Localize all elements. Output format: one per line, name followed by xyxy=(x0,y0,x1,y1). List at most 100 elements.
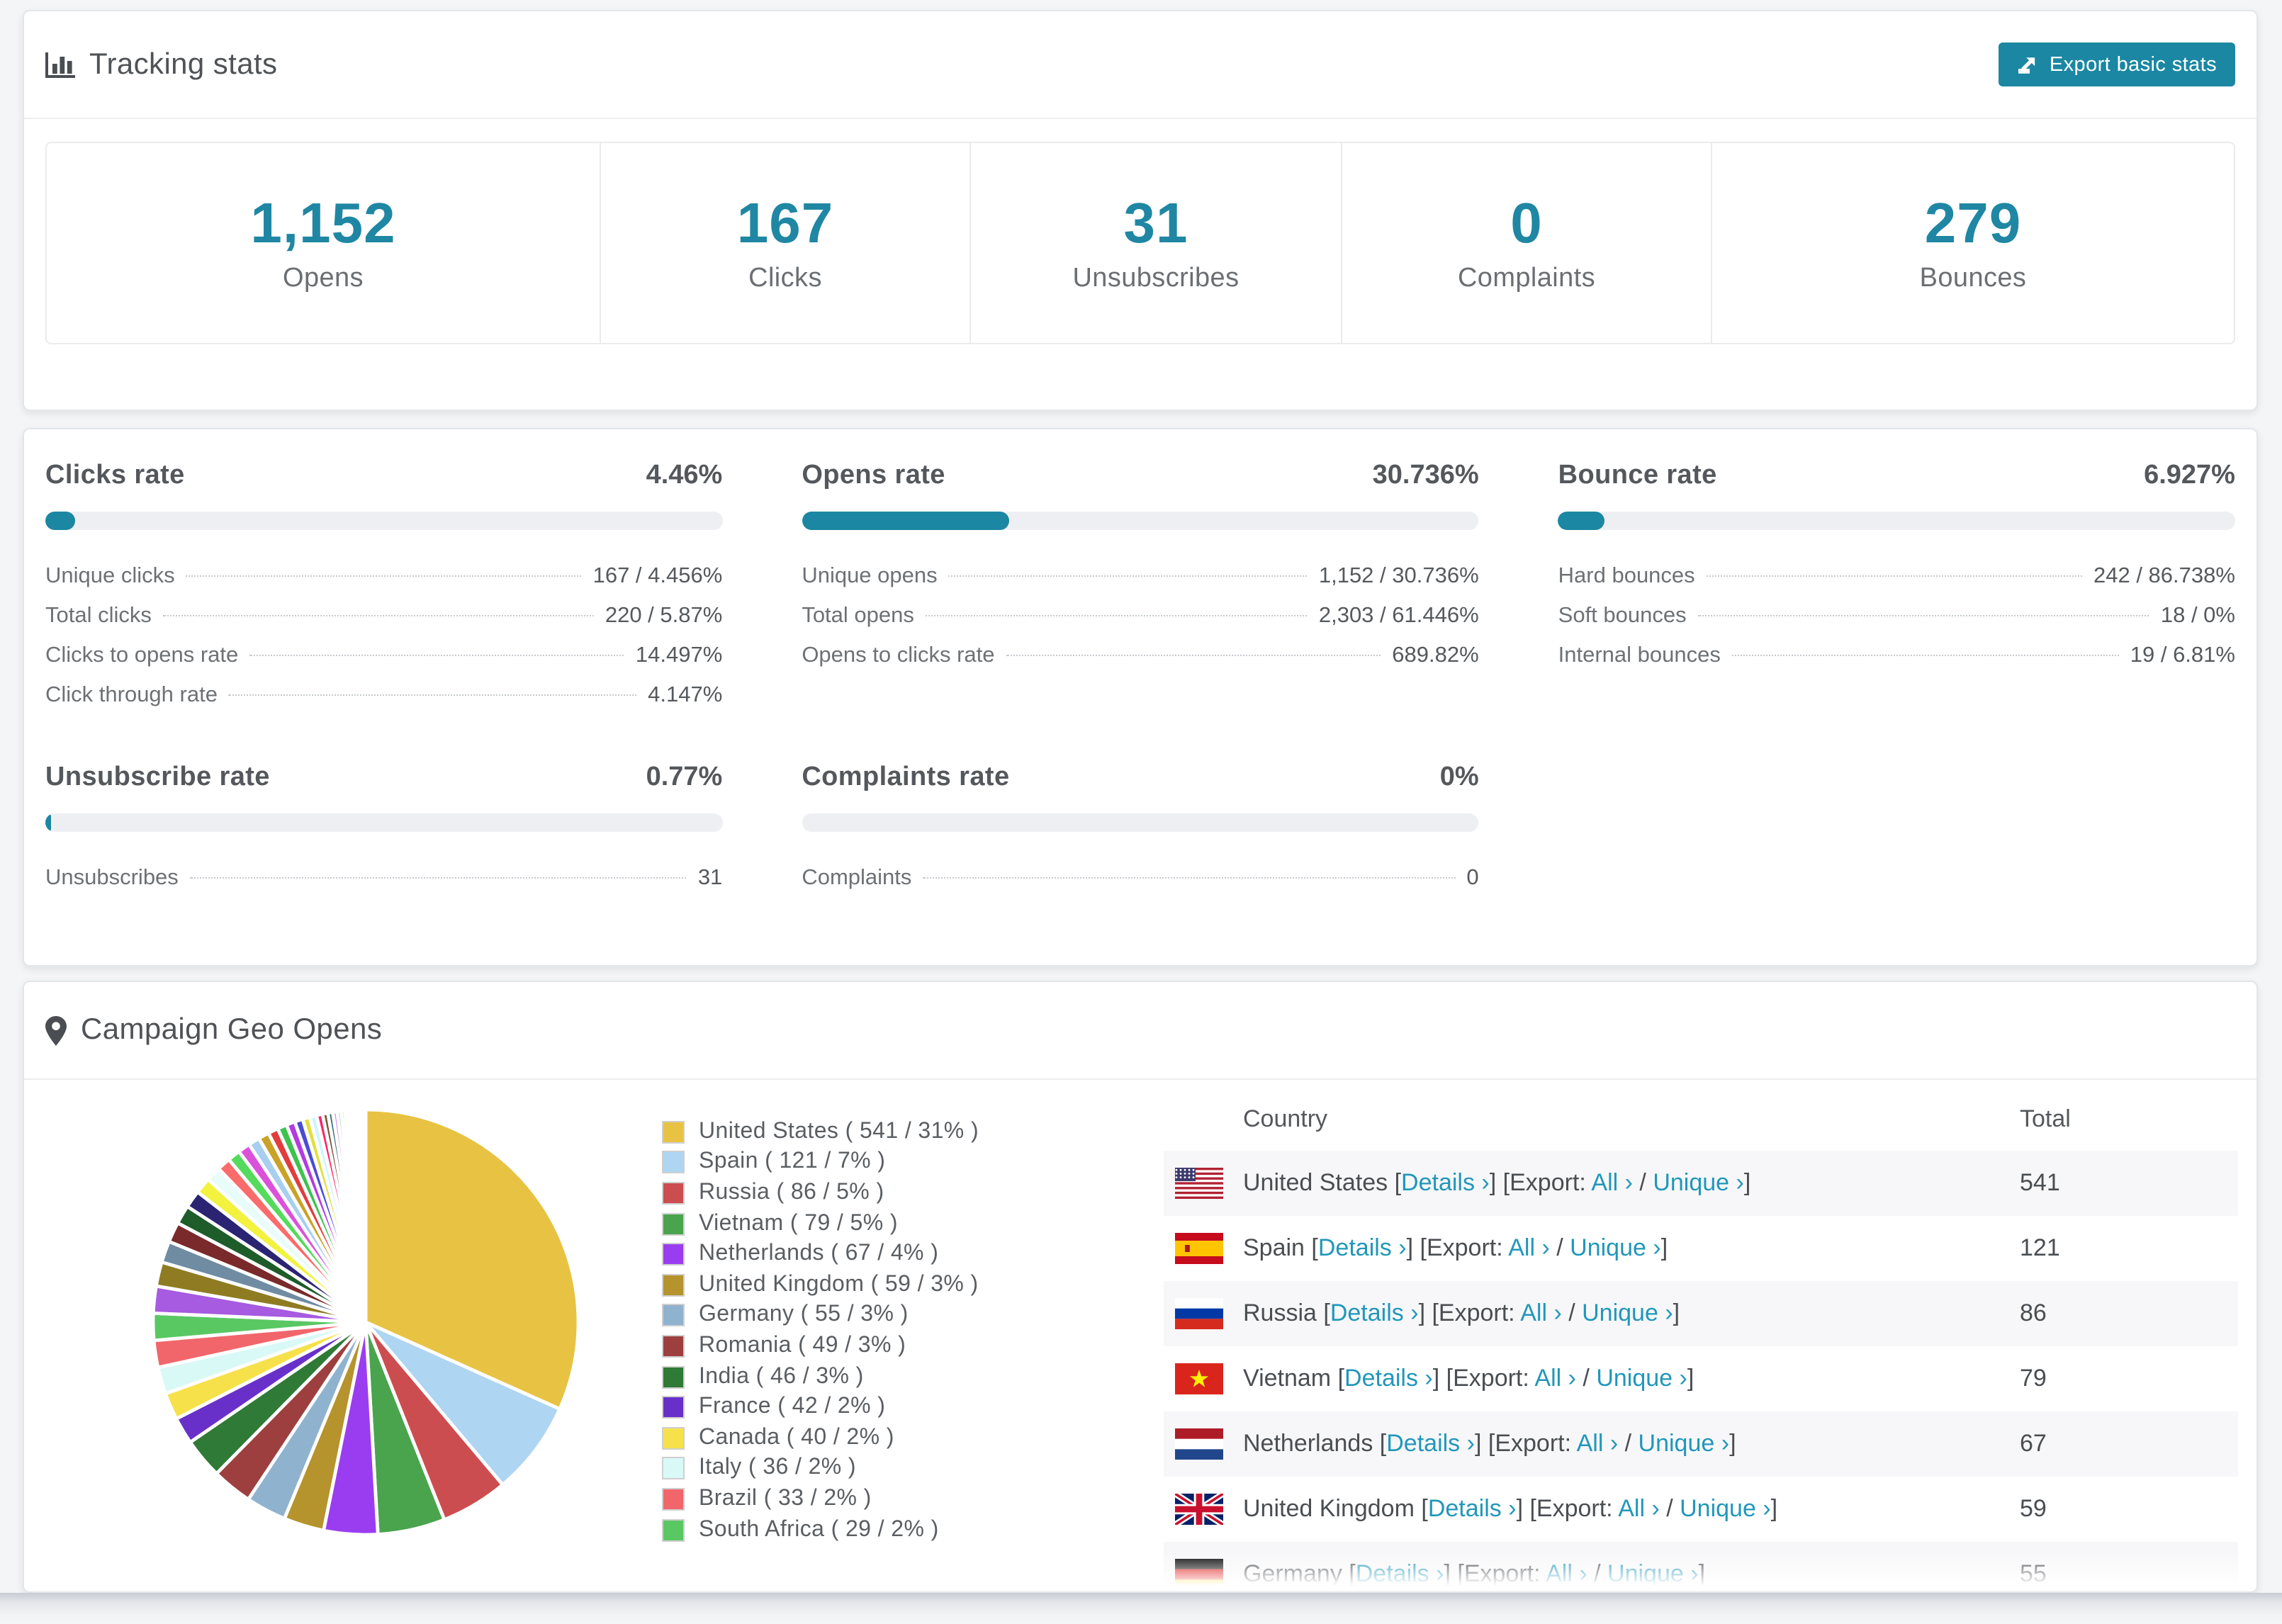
legend-item[interactable]: Canada ( 40 / 2% ) xyxy=(662,1423,979,1453)
export-unique-link[interactable]: Unique › xyxy=(1680,1495,1771,1522)
legend-label: South Africa ( 29 / 2% ) xyxy=(699,1517,939,1542)
legend-item[interactable]: Spain ( 121 / 7% ) xyxy=(662,1147,979,1178)
export-all-link[interactable]: All › xyxy=(1546,1560,1587,1587)
legend-item[interactable]: India ( 46 / 3% ) xyxy=(662,1362,979,1392)
bracket: [ xyxy=(1337,1365,1345,1392)
tracking-stats-panel: Tracking stats Export basic stats 1,152 O… xyxy=(23,10,2258,411)
geo-pie-chart[interactable] xyxy=(145,1101,587,1543)
legend-item[interactable]: United States ( 541 / 31% ) xyxy=(662,1117,979,1147)
export-all-link[interactable]: All › xyxy=(1520,1299,1562,1326)
progress-fill xyxy=(45,512,76,530)
export-all-link[interactable]: All › xyxy=(1576,1430,1619,1457)
export-unique-link[interactable]: Unique › xyxy=(1570,1234,1661,1261)
progress-fill xyxy=(802,512,1010,530)
details-link[interactable]: Details › xyxy=(1317,1234,1407,1261)
pie-slice[interactable] xyxy=(364,1107,580,1411)
geo-body: United States ( 541 / 31% ) Spain ( 121 /… xyxy=(24,1080,2256,1591)
column-header-total: Total xyxy=(2020,1105,2071,1132)
stat-list-label: Unsubscribes xyxy=(45,866,179,890)
details-link[interactable]: Details › xyxy=(1386,1430,1475,1457)
export-all-link[interactable]: All › xyxy=(1534,1365,1576,1392)
dotted-leader xyxy=(249,655,624,656)
pie-slice[interactable] xyxy=(364,1320,562,1487)
legend-label: Italy ( 36 / 2% ) xyxy=(699,1455,856,1480)
export-unique-link[interactable]: Unique › xyxy=(1607,1560,1699,1587)
table-row: Vietnam [Details ›] [Export: All › / Uni… xyxy=(1164,1346,2238,1411)
column-header-country: Country xyxy=(1243,1105,1328,1132)
country-name: Netherlands xyxy=(1243,1430,1380,1457)
country-name: Germany xyxy=(1243,1560,1349,1587)
dotted-leader xyxy=(925,615,1308,616)
legend-label: United Kingdom ( 59 / 3% ) xyxy=(699,1272,979,1297)
pie-slice[interactable] xyxy=(364,1107,368,1323)
details-link[interactable]: Details › xyxy=(1344,1365,1433,1392)
bracket: ] xyxy=(1729,1430,1736,1457)
details-link[interactable]: Details › xyxy=(1330,1299,1419,1326)
legend-item[interactable]: Brazil ( 33 / 2% ) xyxy=(662,1484,979,1514)
legend-label: Vietnam ( 79 / 5% ) xyxy=(699,1211,898,1236)
rate-block: Opens rate 30.736% Unique opens 1,152 / 30.… xyxy=(802,461,1479,723)
geo-table: Country Total United States [Details ›] … xyxy=(1164,1091,2238,1591)
export-basic-stats-button[interactable]: Export basic stats xyxy=(1998,43,2235,86)
stat-list-row: Unique clicks 167 / 4.456% xyxy=(45,564,722,604)
bracket: ] xyxy=(1516,1495,1530,1522)
stat-list-row: Total clicks 220 / 5.87% xyxy=(45,604,722,643)
export-unique-link[interactable]: Unique › xyxy=(1653,1169,1744,1196)
stat-list-label: Complaints xyxy=(802,866,912,890)
dotted-leader xyxy=(948,575,1308,577)
legend-swatch xyxy=(662,1457,685,1480)
rates-grid: Clicks rate 4.46% Unique clicks 167 / 4.456… xyxy=(45,461,2235,906)
legend-item[interactable]: Vietnam ( 79 / 5% ) xyxy=(662,1209,979,1239)
legend-item[interactable]: Netherlands ( 67 / 4% ) xyxy=(662,1239,979,1270)
legend-label: Canada ( 40 / 2% ) xyxy=(699,1425,894,1450)
progress-track xyxy=(45,512,723,530)
legend-label: Romania ( 49 / 3% ) xyxy=(699,1333,906,1358)
legend-item[interactable]: South Africa ( 29 / 2% ) xyxy=(662,1514,979,1545)
export-all-link[interactable]: All › xyxy=(1508,1234,1550,1261)
export-unique-link[interactable]: Unique › xyxy=(1638,1430,1730,1457)
legend-item[interactable]: France ( 42 / 2% ) xyxy=(662,1392,979,1423)
legend-item[interactable]: Germany ( 55 / 3% ) xyxy=(662,1300,979,1331)
legend-label: France ( 42 / 2% ) xyxy=(699,1394,886,1419)
flag-ru-icon xyxy=(1175,1298,1223,1329)
country-cell: Netherlands [Details ›] [Export: All › /… xyxy=(1243,1411,1736,1477)
map-pin-icon xyxy=(45,1015,67,1045)
export-unique-link[interactable]: Unique › xyxy=(1596,1365,1687,1392)
dotted-leader xyxy=(189,877,687,879)
dotted-leader xyxy=(1731,655,2119,656)
country-cell: Vietnam [Details ›] [Export: All › / Uni… xyxy=(1243,1346,1694,1411)
bracket: [ xyxy=(1394,1169,1402,1196)
dotted-leader xyxy=(1006,655,1381,656)
table-row: United States [Details ›] [Export: All ›… xyxy=(1164,1151,2238,1216)
export-all-link[interactable]: All › xyxy=(1591,1169,1633,1196)
details-link[interactable]: Details › xyxy=(1427,1495,1517,1522)
export-unique-link[interactable]: Unique › xyxy=(1582,1299,1673,1326)
bar-chart-icon xyxy=(45,52,75,77)
stat-list-value: 19 / 6.81% xyxy=(2130,643,2235,667)
bracket: ] xyxy=(1474,1430,1488,1457)
legend-label: United States ( 541 / 31% ) xyxy=(699,1119,979,1144)
bracket: ] xyxy=(1698,1560,1706,1587)
stat-list-value: 31 xyxy=(697,866,723,890)
country-cell: Russia [Details ›] [Export: All › / Uniq… xyxy=(1243,1281,1680,1346)
rate-block: Complaints rate 0% Complaints 0 xyxy=(802,762,1479,906)
legend-item[interactable]: Italy ( 36 / 2% ) xyxy=(662,1453,979,1484)
legend-item[interactable]: Russia ( 86 / 5% ) xyxy=(662,1178,979,1208)
details-link[interactable]: Details › xyxy=(1355,1560,1444,1587)
legend-swatch xyxy=(662,1243,685,1266)
stat-label: Bounces xyxy=(1919,263,2027,293)
country-name: Russia xyxy=(1243,1299,1324,1326)
dotted-leader xyxy=(1697,615,2149,616)
stat-list-row: Internal bounces 19 / 6.81% xyxy=(1558,643,2235,683)
export-button-label: Export basic stats xyxy=(2049,53,2217,76)
details-link[interactable]: Details › xyxy=(1401,1169,1490,1196)
legend-item[interactable]: Romania ( 49 / 3% ) xyxy=(662,1331,979,1361)
export-label: [Export: xyxy=(1502,1169,1592,1196)
stat-list-row: Hard bounces 242 / 86.738% xyxy=(1558,564,2235,604)
export-all-link[interactable]: All › xyxy=(1618,1495,1660,1522)
legend-item[interactable]: United Kingdom ( 59 / 3% ) xyxy=(662,1270,979,1300)
rate-title: Unsubscribe rate xyxy=(45,762,270,792)
stat-list-label: Clicks to opens rate xyxy=(45,643,239,667)
total-value: 55 xyxy=(2020,1560,2047,1587)
